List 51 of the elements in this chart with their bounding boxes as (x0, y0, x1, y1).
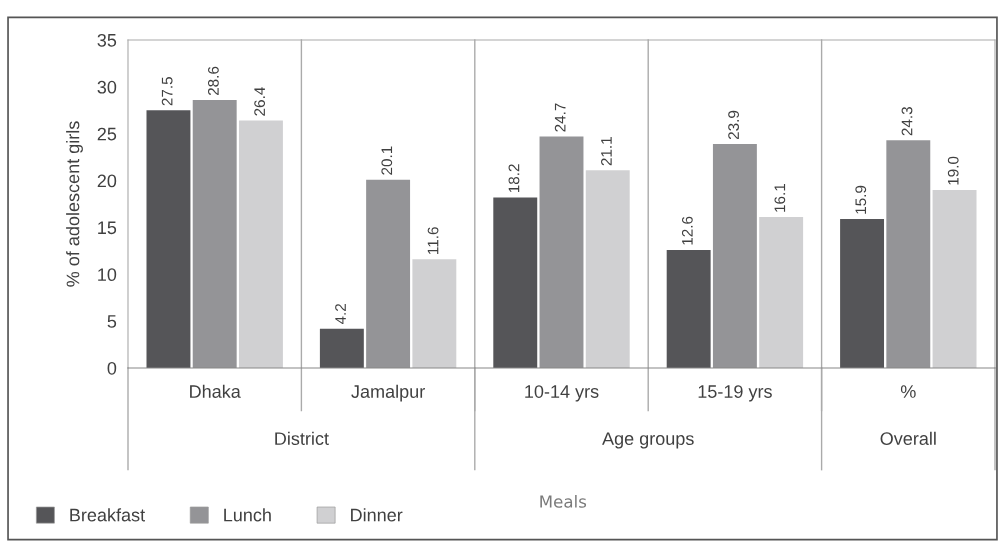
bar (412, 259, 457, 368)
y-axis-title: % of adolescent girls (66, 121, 83, 287)
bar (493, 197, 538, 368)
y-tick-label: 35 (97, 33, 117, 47)
text: 4.2 (335, 304, 346, 325)
bar (759, 217, 804, 368)
bar (932, 189, 977, 368)
text: 21.1 (601, 137, 612, 166)
bar (238, 120, 283, 368)
text: 24.3 (901, 107, 913, 136)
y-tick-label: 5 (107, 315, 117, 328)
x-tick-label: 15-19 yrs (698, 385, 772, 402)
bar (840, 218, 885, 368)
text: 11.6 (427, 227, 439, 254)
legend-label: Lunch (224, 508, 271, 522)
bar (666, 249, 711, 368)
text: 12.6 (681, 216, 693, 245)
text: 18.2 (508, 164, 520, 193)
y-tick-label: 15 (98, 221, 117, 235)
text: 23.9 (728, 110, 739, 140)
bar (539, 136, 584, 368)
bar (886, 140, 931, 368)
text: 19.0 (947, 156, 959, 185)
bar (366, 179, 411, 368)
x-tick-label: 10-14 yrs (525, 385, 599, 402)
text: 26.4 (254, 87, 266, 116)
bar (146, 110, 191, 368)
text: 24.7 (554, 103, 566, 132)
text: 27.5 (161, 77, 173, 106)
text: Age groups (602, 432, 694, 449)
text: 20.1 (381, 146, 393, 175)
bar (712, 144, 757, 368)
y-tick-label: 25 (97, 127, 117, 141)
bar (585, 170, 630, 368)
text: Meals (540, 494, 587, 508)
bar (192, 99, 237, 368)
y-tick-label: 0 (107, 361, 117, 375)
text: Overall (880, 431, 936, 446)
bar (319, 328, 364, 368)
x-tick-label: % (900, 385, 916, 398)
text: 16.1 (774, 183, 786, 212)
y-tick-label: 30 (97, 80, 117, 94)
x-tick-label: Jamalpur (351, 384, 425, 402)
legend-label: Breakfast (70, 508, 145, 522)
text: 15.9 (855, 185, 867, 214)
text: 28.6 (207, 66, 219, 96)
text: District (275, 431, 329, 446)
y-tick-label: 20 (97, 174, 117, 188)
x-tick-label: Dhaka (190, 384, 241, 398)
legend-label: Dinner (351, 508, 403, 522)
y-tick-label: 10 (98, 268, 117, 282)
